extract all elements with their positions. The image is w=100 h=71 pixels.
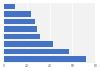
Bar: [4, 4, 15, 9]
Bar: [4, 11, 31, 17]
Bar: [4, 26, 37, 32]
Bar: [4, 56, 86, 62]
Bar: [4, 34, 40, 39]
Bar: [4, 19, 35, 24]
Bar: [4, 41, 53, 47]
Bar: [4, 49, 69, 54]
